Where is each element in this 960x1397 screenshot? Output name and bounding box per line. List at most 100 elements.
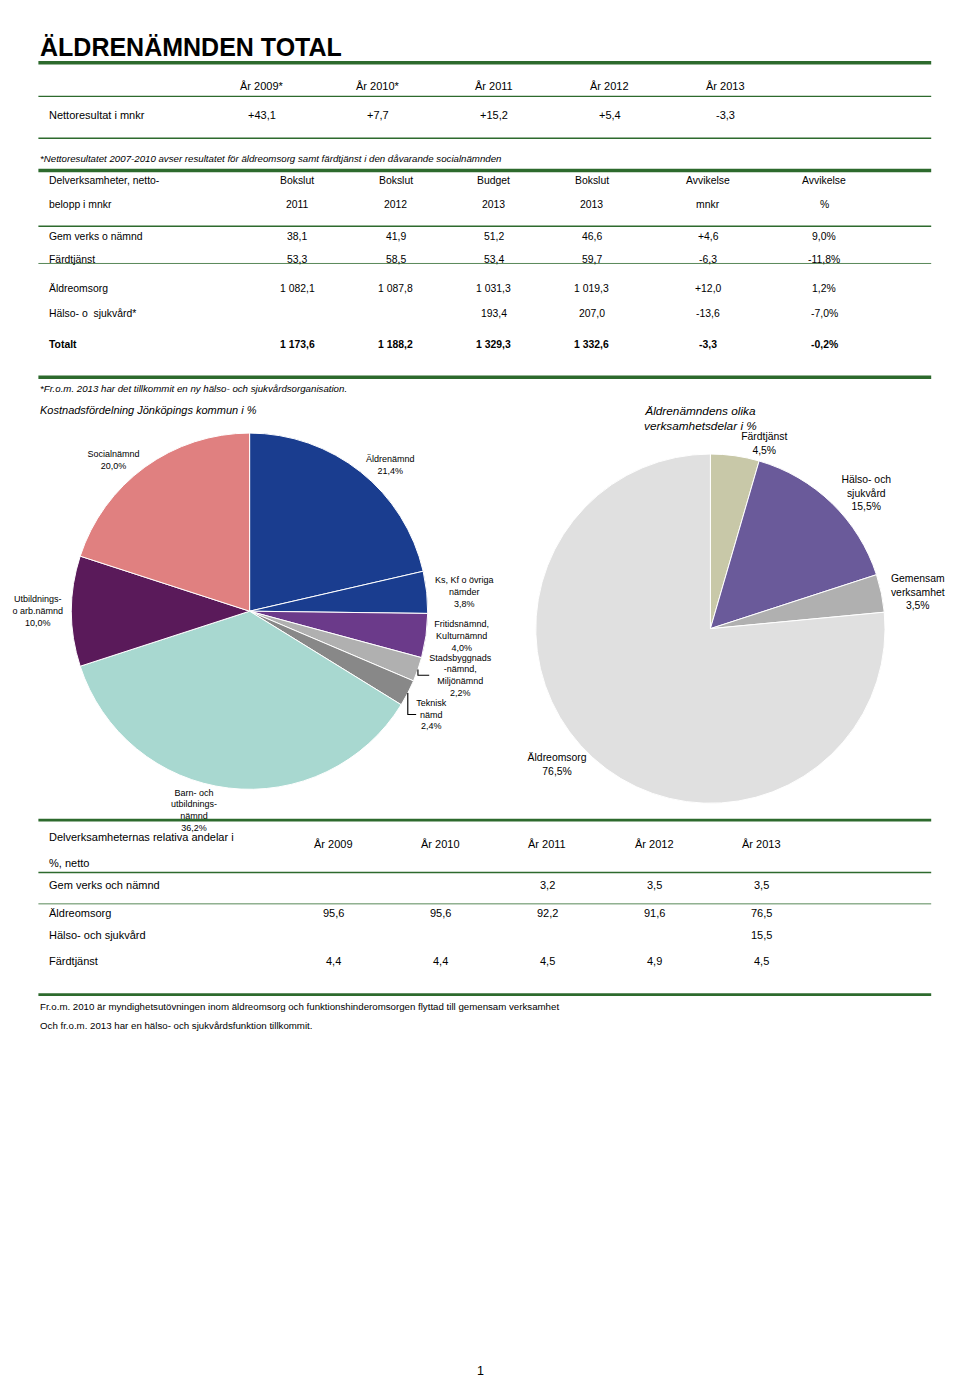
svg-text:Totalt: Totalt — [49, 339, 77, 350]
svg-text:-7,0%: -7,0% — [811, 308, 838, 319]
svg-text:År 2013: År 2013 — [706, 80, 745, 92]
svg-text:+43,1: +43,1 — [248, 109, 276, 121]
svg-text:*Nettoresultatet 2007-2010 avs: *Nettoresultatet 2007-2010 avser resulta… — [40, 153, 502, 164]
svg-text:59,7: 59,7 — [582, 254, 602, 265]
svg-text:%: % — [820, 199, 829, 210]
svg-text:1,2%: 1,2% — [812, 283, 836, 294]
svg-text:1 173,6: 1 173,6 — [280, 339, 315, 350]
svg-text:*Fr.o.m. 2013 har det tillkomm: *Fr.o.m. 2013 har det tillkommit en ny h… — [40, 383, 347, 394]
svg-text:2012: 2012 — [384, 199, 407, 210]
svg-text:1 031,3: 1 031,3 — [476, 283, 511, 294]
svg-text:46,6: 46,6 — [582, 231, 602, 242]
svg-text:Färdtjänst: Färdtjänst — [49, 955, 98, 967]
svg-text:År 2009: År 2009 — [314, 838, 353, 850]
svg-text:2013: 2013 — [580, 199, 603, 210]
svg-text:92,2: 92,2 — [537, 907, 558, 919]
svg-text:Ks, Kf o övriganämder3,8%: Ks, Kf o övriganämder3,8% — [435, 575, 494, 608]
svg-text:51,2: 51,2 — [484, 231, 504, 242]
svg-text:Teknisknämd2,4%: Teknisknämd2,4% — [416, 698, 447, 731]
svg-text:Färdtjänst: Färdtjänst — [49, 254, 95, 265]
svg-text:Delverksamheternas relativa an: Delverksamheternas relativa andelar i — [49, 831, 234, 843]
svg-text:193,4: 193,4 — [481, 308, 507, 319]
svg-text:53,4: 53,4 — [484, 254, 504, 265]
svg-text:År 2011: År 2011 — [475, 80, 513, 92]
svg-text:+12,0: +12,0 — [695, 283, 722, 294]
svg-text:53,3: 53,3 — [287, 254, 307, 265]
svg-text:Gem verks och nämnd: Gem verks och nämnd — [49, 879, 160, 891]
svg-text:1 329,3: 1 329,3 — [476, 339, 511, 350]
svg-text:År 2012: År 2012 — [590, 80, 629, 92]
svg-text:1 332,6: 1 332,6 — [574, 339, 609, 350]
svg-text:91,6: 91,6 — [644, 907, 665, 919]
svg-text:15,5: 15,5 — [751, 929, 772, 941]
svg-text:1 188,2: 1 188,2 — [378, 339, 413, 350]
svg-text:1 082,1: 1 082,1 — [280, 283, 315, 294]
svg-text:Gemensamverksamhet3,5%: Gemensamverksamhet3,5% — [891, 573, 945, 611]
svg-text:3,2: 3,2 — [540, 879, 555, 891]
svg-text:95,6: 95,6 — [323, 907, 344, 919]
svg-text:Bokslut: Bokslut — [379, 175, 413, 186]
svg-text:+5,4: +5,4 — [599, 109, 621, 121]
svg-text:95,6: 95,6 — [430, 907, 451, 919]
svg-text:Bokslut: Bokslut — [575, 175, 609, 186]
svg-text:38,1: 38,1 — [287, 231, 307, 242]
svg-text:Äldreomsorg: Äldreomsorg — [49, 907, 111, 919]
svg-text:41,9: 41,9 — [386, 231, 406, 242]
svg-text:ÄLDRENÄMNDEN TOTAL: ÄLDRENÄMNDEN TOTAL — [40, 33, 342, 61]
svg-text:År 2012: År 2012 — [635, 838, 674, 850]
svg-text:År 2013: År 2013 — [742, 838, 781, 850]
svg-text:+4,6: +4,6 — [698, 231, 719, 242]
svg-text:4,4: 4,4 — [326, 955, 341, 967]
svg-text:+15,2: +15,2 — [480, 109, 508, 121]
svg-text:Nettoresultat i mnkr: Nettoresultat i mnkr — [49, 109, 145, 121]
svg-text:Färdtjänst4,5%: Färdtjänst4,5% — [741, 431, 787, 456]
svg-text:-13,6: -13,6 — [696, 308, 720, 319]
svg-text:Avvikelse: Avvikelse — [802, 175, 846, 186]
svg-text:207,0: 207,0 — [579, 308, 605, 319]
svg-text:Äldrenämnd21,4%: Äldrenämnd21,4% — [366, 454, 415, 476]
svg-text:Socialnämnd20,0%: Socialnämnd20,0% — [87, 449, 139, 471]
svg-text:Fritidsnämnd,Kulturnämnd4,0%: Fritidsnämnd,Kulturnämnd4,0% — [434, 619, 489, 652]
svg-text:Hälso- och sjukvård: Hälso- och sjukvård — [49, 929, 146, 941]
svg-text:År 2009*: År 2009* — [240, 80, 284, 92]
svg-text:Barn- ochutbildnings-nämnd36,2: Barn- ochutbildnings-nämnd36,2% — [171, 788, 217, 833]
svg-text:Hälso- o sjukvård*: Hälso- o sjukvård* — [49, 308, 136, 319]
svg-text:Hälso- ochsjukvård15,5%: Hälso- ochsjukvård15,5% — [841, 474, 891, 512]
svg-text:+7,7: +7,7 — [367, 109, 389, 121]
svg-text:-6,3: -6,3 — [699, 254, 717, 265]
svg-text:År 2011: År 2011 — [528, 838, 566, 850]
svg-text:Delverksamheter, netto-: Delverksamheter, netto- — [49, 175, 159, 186]
svg-text:Äldreomsorg: Äldreomsorg — [49, 283, 108, 294]
svg-text:4,5: 4,5 — [540, 955, 555, 967]
svg-text:3,5: 3,5 — [754, 879, 769, 891]
svg-text:1: 1 — [477, 1364, 484, 1378]
svg-text:Fr.o.m. 2010 är myndighetsutöv: Fr.o.m. 2010 är myndighetsutövningen ino… — [40, 1001, 559, 1012]
svg-text:%, netto: %, netto — [49, 857, 89, 869]
svg-text:År 2010*: År 2010* — [356, 80, 400, 92]
svg-text:3,5: 3,5 — [647, 879, 662, 891]
svg-text:Budget: Budget — [477, 175, 510, 186]
svg-text:Utbildnings-o arb.nämnd10,0%: Utbildnings-o arb.nämnd10,0% — [13, 594, 64, 627]
svg-text:9,0%: 9,0% — [812, 231, 836, 242]
svg-text:1 019,3: 1 019,3 — [574, 283, 609, 294]
svg-text:-3,3: -3,3 — [716, 109, 735, 121]
svg-text:Gem verks o nämnd: Gem verks o nämnd — [49, 231, 143, 242]
svg-text:belopp i mnkr: belopp i mnkr — [49, 199, 112, 210]
svg-text:Äldreomsorg76,5%: Äldreomsorg76,5% — [528, 752, 587, 777]
svg-text:2013: 2013 — [482, 199, 505, 210]
svg-text:Äldrenämndens olikaverksamhets: Äldrenämndens olikaverksamhetsdelar i % — [644, 404, 757, 433]
svg-text:Kostnadsfördelning Jönköpings: Kostnadsfördelning Jönköpings kommun i % — [40, 404, 257, 416]
svg-text:4,5: 4,5 — [754, 955, 769, 967]
svg-text:Bokslut: Bokslut — [280, 175, 314, 186]
svg-text:Avvikelse: Avvikelse — [686, 175, 730, 186]
svg-text:-0,2%: -0,2% — [811, 339, 838, 350]
svg-text:Och fr.o.m. 2013 har en hälso-: Och fr.o.m. 2013 har en hälso- och sjukv… — [40, 1020, 312, 1031]
svg-text:4,9: 4,9 — [647, 955, 662, 967]
svg-text:4,4: 4,4 — [433, 955, 448, 967]
svg-text:-3,3: -3,3 — [699, 339, 717, 350]
svg-text:58,5: 58,5 — [386, 254, 406, 265]
svg-text:1 087,8: 1 087,8 — [378, 283, 413, 294]
svg-text:mnkr: mnkr — [696, 199, 720, 210]
svg-text:2011: 2011 — [286, 199, 309, 210]
svg-text:År 2010: År 2010 — [421, 838, 460, 850]
